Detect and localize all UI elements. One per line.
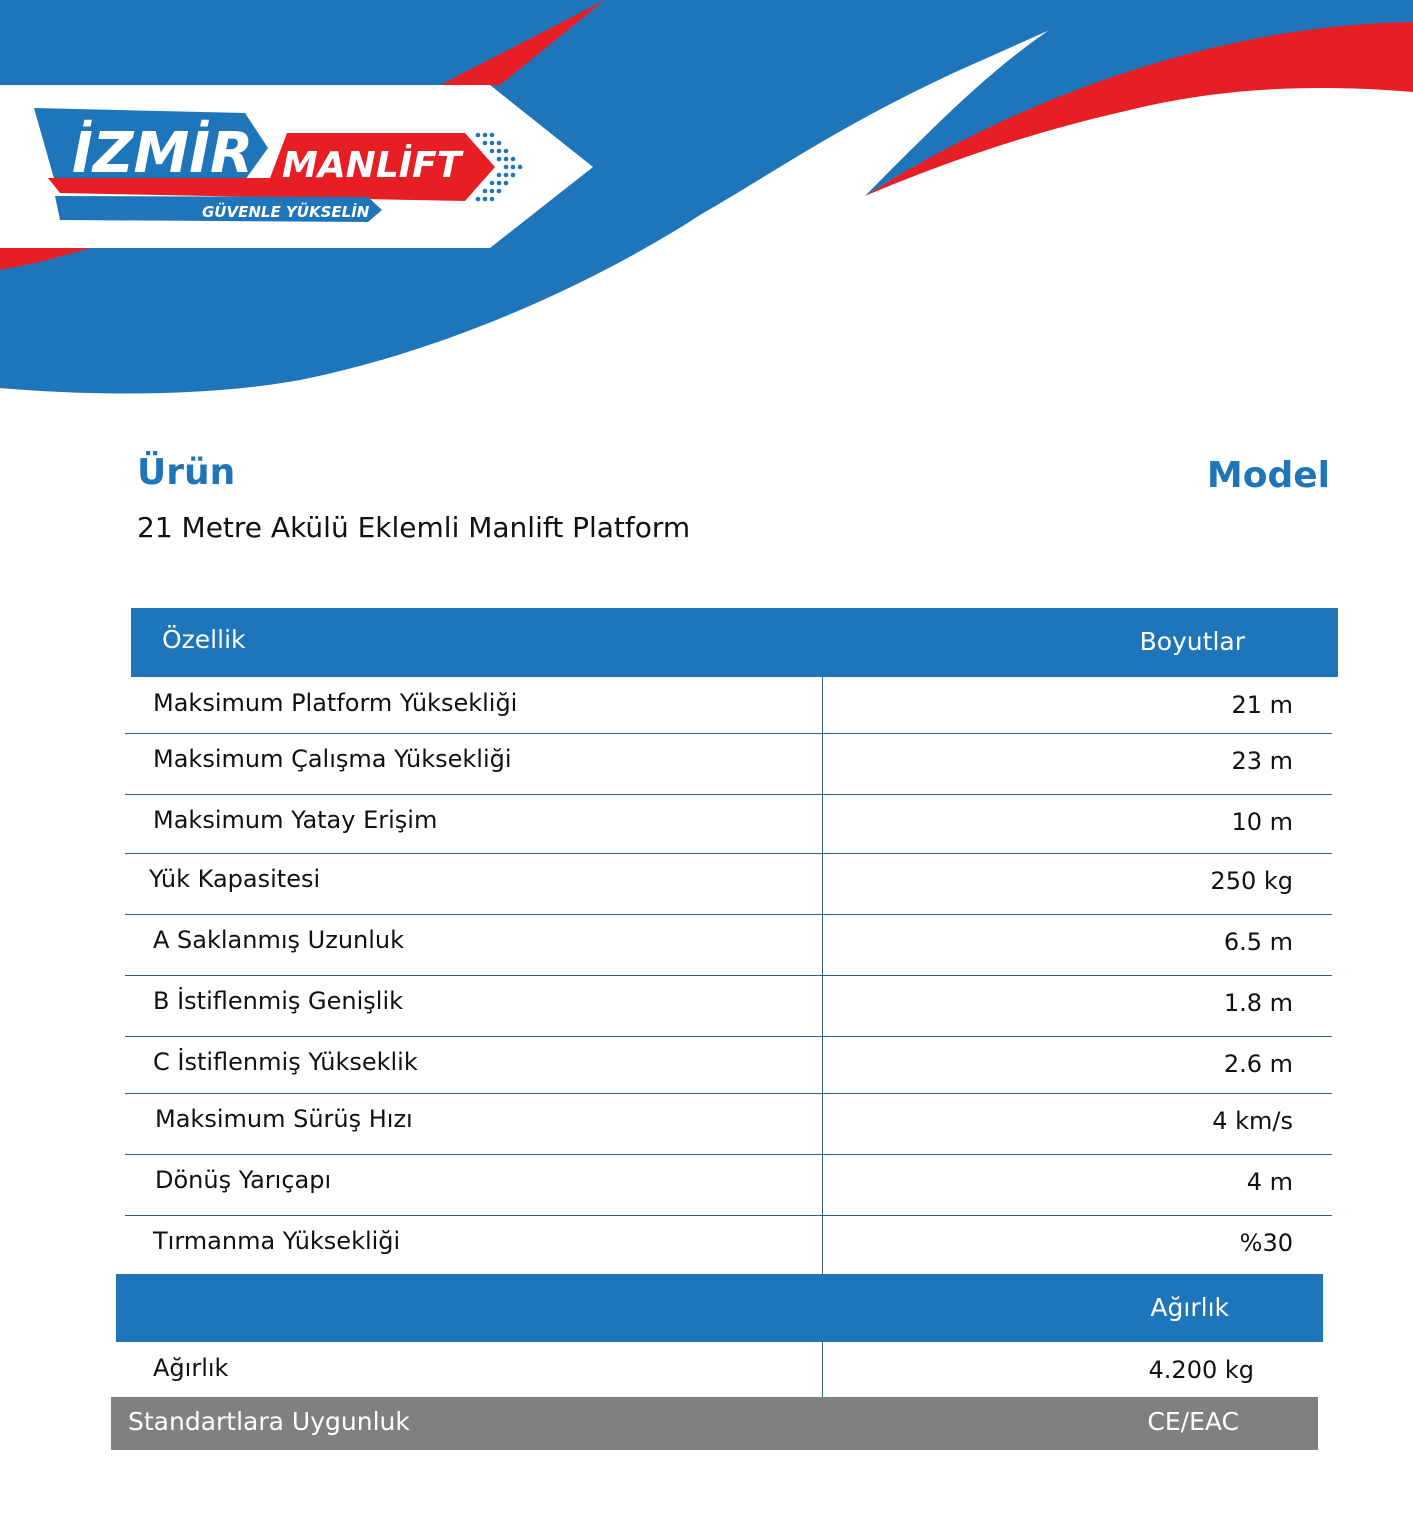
spec-label: C İstiflenmiş Yükseklik xyxy=(153,1048,418,1076)
column-divider xyxy=(822,1036,823,1093)
column-divider xyxy=(822,1215,823,1274)
logo-word-1: İZMİR xyxy=(72,121,253,186)
logo-word-2: MANLİFT xyxy=(282,144,464,186)
spec-row: A Saklanmış Uzunluk 6.5 m xyxy=(0,914,1293,974)
red-wedge-top xyxy=(440,0,605,85)
row-divider xyxy=(125,853,1332,854)
spec-row: B İstiflenmiş Genişlik 1.8 m xyxy=(0,975,1293,1035)
product-name: 21 Metre Akülü Eklemli Manlift Platform xyxy=(137,511,691,544)
column-divider xyxy=(822,794,823,853)
logo: İZMİR MANLİFT GÜVENLE YÜKSELİN xyxy=(34,108,523,222)
dots-icon xyxy=(475,132,523,202)
row-divider xyxy=(125,1093,1332,1094)
column-divider xyxy=(822,733,823,794)
row-divider xyxy=(125,914,1332,915)
weight-row: Ağırlık 4.200 kg xyxy=(153,1342,1254,1402)
weight-label: Ağırlık xyxy=(153,1354,229,1382)
spec-value: %30 xyxy=(1239,1229,1293,1257)
spec-label: A Saklanmış Uzunluk xyxy=(153,926,405,954)
row-divider xyxy=(125,1215,1332,1216)
standards-value: CE/EAC xyxy=(1147,1407,1239,1436)
row-divider xyxy=(125,733,1332,734)
standards-row: Standartlara Uygunluk CE/EAC xyxy=(111,1397,1318,1450)
column-divider xyxy=(822,677,823,733)
column-divider xyxy=(822,975,823,1036)
red-wave-right xyxy=(865,22,1413,196)
spec-row: Maksimum Yatay Erişim 10 m xyxy=(0,794,1293,854)
spec-label: Maksimum Sürüş Hızı xyxy=(155,1105,413,1133)
spec-label: Dönüş Yarıçapı xyxy=(155,1166,332,1194)
weight-header: Ağırlık xyxy=(116,1274,1323,1342)
row-divider xyxy=(125,794,1332,795)
spec-row: Maksimum Sürüş Hızı 4 km/s xyxy=(0,1093,1293,1153)
row-divider xyxy=(125,1154,1332,1155)
spec-row: Maksimum Platform Yüksekliği 21 m xyxy=(0,677,1293,737)
spec-value: 6.5 m xyxy=(1223,928,1293,956)
spec-label: Maksimum Çalışma Yüksekliği xyxy=(153,745,512,773)
spec-row: C İstiflenmiş Yükseklik 2.6 m xyxy=(0,1036,1293,1096)
spec-row: Yük Kapasitesi 250 kg xyxy=(0,853,1293,913)
spec-label: Maksimum Platform Yüksekliği xyxy=(153,689,518,717)
row-divider xyxy=(125,1036,1332,1037)
standards-label: Standartlara Uygunluk xyxy=(128,1407,410,1436)
header-wave-background: İZMİR MANLİFT GÜVENLE YÜKSELİN xyxy=(0,0,1413,394)
weight-value: 4.200 kg xyxy=(1148,1356,1254,1384)
spec-value: 2.6 m xyxy=(1223,1050,1293,1078)
column-divider xyxy=(822,1093,823,1154)
header-dimensions: Boyutlar xyxy=(1139,627,1245,656)
spec-row: Tırmanma Yüksekliği %30 xyxy=(0,1215,1293,1275)
spec-row: Maksimum Çalışma Yüksekliği 23 m xyxy=(0,733,1293,793)
blue-wave-right xyxy=(865,0,1413,196)
column-divider xyxy=(822,914,823,975)
spec-value: 4 m xyxy=(1246,1168,1293,1196)
spec-label: Yük Kapasitesi xyxy=(149,865,321,893)
spec-value: 21 m xyxy=(1231,691,1293,719)
spec-value: 1.8 m xyxy=(1223,989,1293,1017)
spec-label: B İstiflenmiş Genişlik xyxy=(153,987,404,1015)
header-feature: Özellik xyxy=(162,625,246,654)
product-label: Ürün xyxy=(137,452,236,493)
row-divider xyxy=(125,975,1332,976)
model-label: Model xyxy=(1206,455,1330,496)
logo-tagline: GÜVENLE YÜKSELİN xyxy=(202,202,370,221)
spec-value: 10 m xyxy=(1231,808,1293,836)
spec-value: 4 km/s xyxy=(1212,1107,1293,1135)
spec-label: Maksimum Yatay Erişim xyxy=(153,806,438,834)
spec-value: 250 kg xyxy=(1210,867,1293,895)
specs-header: Özellik Boyutlar xyxy=(131,608,1338,677)
spec-label: Tırmanma Yüksekliği xyxy=(153,1227,401,1255)
column-divider xyxy=(822,1154,823,1215)
spec-row: Dönüş Yarıçapı 4 m xyxy=(0,1154,1293,1214)
column-divider xyxy=(822,853,823,914)
column-divider xyxy=(822,1342,823,1397)
weight-header-label: Ağırlık xyxy=(1150,1293,1229,1322)
spec-value: 23 m xyxy=(1231,747,1293,775)
